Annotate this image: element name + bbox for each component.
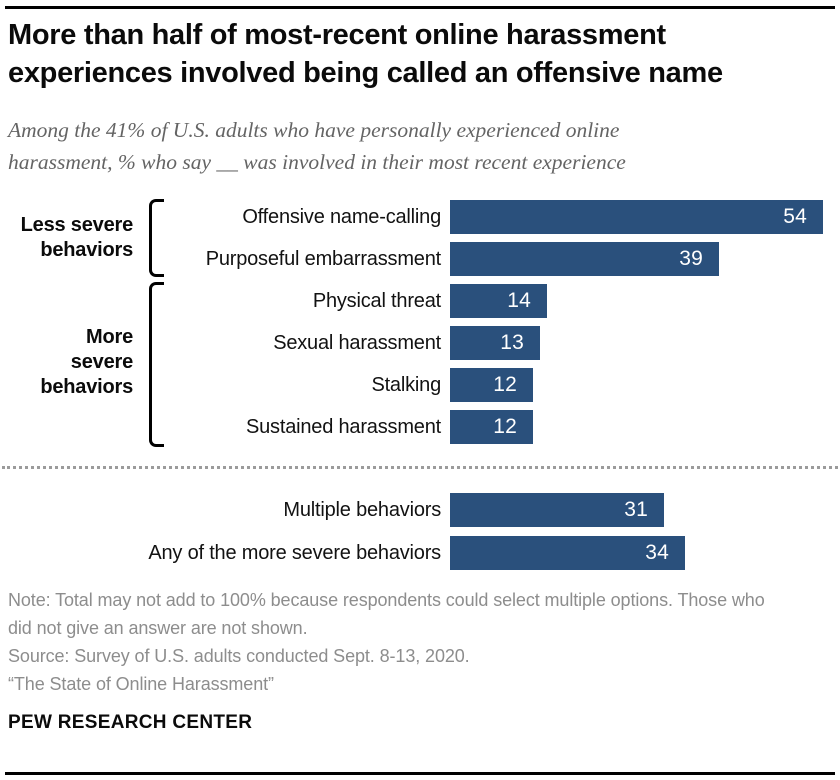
summary-bar-rows: Multiple behaviors 31 Any of the more seve… — [0, 493, 840, 579]
bar-row: Sexual harassment 13 — [0, 326, 840, 360]
bar-category-label: Offensive name-calling — [242, 205, 441, 228]
bar-value-label: 13 — [500, 331, 524, 354]
report-title-text: “The State of Online Harassment” — [8, 674, 274, 694]
bar-value-label: 12 — [493, 373, 517, 396]
bar: 31 — [450, 493, 664, 527]
page-title: More than half of most-recent online har… — [8, 19, 723, 89]
bar-value-label: 14 — [507, 289, 531, 312]
main-bar-rows: Offensive name-calling 54 Purposeful embar… — [0, 200, 840, 444]
bar-chart: Less severe behaviors More severe behavi… — [0, 199, 840, 447]
footnotes: Note: Total may not add to 100% because … — [8, 586, 770, 698]
source-text: Source: Survey of U.S. adults conducted … — [8, 646, 470, 666]
bar-value-label: 39 — [679, 247, 703, 270]
bar-value-label: 34 — [645, 541, 669, 564]
more-severe-bracket — [149, 282, 164, 447]
bar: 39 — [450, 242, 719, 276]
bottom-rule — [5, 772, 835, 775]
note-text: Note: Total may not add to 100% because … — [8, 590, 765, 638]
bar-value-label: 12 — [493, 415, 517, 438]
bar: 54 — [450, 200, 823, 234]
bar: 14 — [450, 284, 547, 318]
bar-row: Multiple behaviors 31 — [0, 493, 840, 527]
brand-wordmark: PEW RESEARCH CENTER — [8, 712, 253, 733]
bar-category-label: Multiple behaviors — [283, 498, 441, 521]
bar: 13 — [450, 326, 540, 360]
bar: 12 — [450, 410, 533, 444]
bar: 12 — [450, 368, 533, 402]
top-rule — [5, 6, 835, 9]
bar-category-label: Purposeful embarrassment — [205, 247, 442, 270]
bar-row: Purposeful embarrassment 39 — [0, 242, 840, 276]
bar-row: Sustained harassment 12 — [0, 410, 840, 444]
group-label-less-severe: Less severe behaviors — [20, 214, 134, 261]
chart-subtitle: Among the 41% of U.S. adults who have pe… — [8, 118, 626, 174]
bar-row: Stalking 12 — [0, 368, 840, 402]
bar-category-label: Physical threat — [312, 289, 441, 312]
bar-category-label: Stalking — [371, 373, 441, 396]
bar-category-label: Sustained harassment — [245, 415, 441, 438]
bar-category-label: Any of the more severe behaviors — [148, 541, 441, 564]
bar-row: Any of the more severe behaviors 34 — [0, 536, 840, 570]
group-label-more-severe: More severe behaviors — [40, 326, 133, 398]
less-severe-bracket — [149, 199, 164, 277]
dotted-divider — [2, 466, 838, 469]
bar-row: Offensive name-calling 54 — [0, 200, 840, 234]
bar: 34 — [450, 536, 685, 570]
bar-category-label: Sexual harassment — [273, 331, 441, 354]
bar-value-label: 54 — [783, 205, 807, 228]
bar-row: Physical threat 14 — [0, 284, 840, 318]
bar-value-label: 31 — [624, 498, 648, 521]
